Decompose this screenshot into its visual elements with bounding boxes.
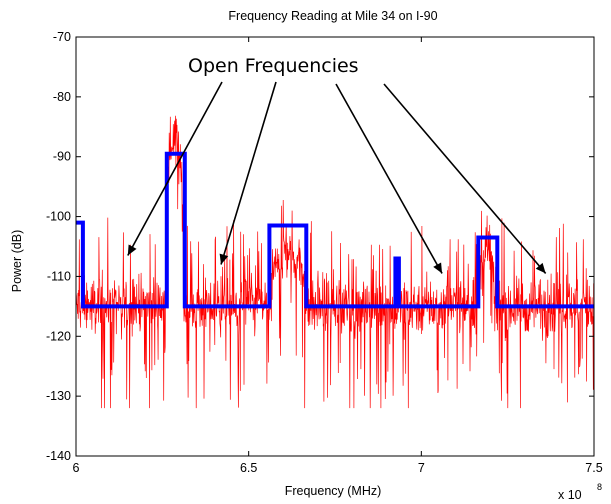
x-axis-exponent-base: x 10 bbox=[558, 488, 582, 502]
plot-area bbox=[75, 115, 595, 409]
y-tick-label: -110 bbox=[47, 269, 71, 283]
y-tick-label: -100 bbox=[46, 210, 71, 224]
x-axis-exponent-power: 8 bbox=[597, 482, 602, 492]
axes-frame bbox=[75, 36, 595, 457]
annotation-arrowhead bbox=[433, 262, 443, 274]
axis-ticks: -140 -130 -120 -110 -100 -90 -80 -70 6 6.5 7 7.5 bbox=[46, 30, 603, 475]
threshold-line-blue bbox=[76, 151, 594, 309]
annotation-arrow-line bbox=[335, 83, 443, 274]
chart-title: Frequency Reading at Mile 34 on I-90 bbox=[228, 9, 437, 23]
annotations: Open Frequencies bbox=[127, 55, 547, 274]
y-tick-label: -130 bbox=[46, 389, 71, 403]
y-axis-label: Power (dB) bbox=[10, 230, 24, 293]
y-tick-label: -90 bbox=[53, 150, 71, 164]
annotation-arrow-line bbox=[127, 81, 223, 256]
annotation-open-frequencies: Open Frequencies bbox=[188, 55, 359, 77]
y-tick-label: -120 bbox=[46, 329, 71, 343]
annotation-arrow-line bbox=[383, 83, 547, 274]
annotation-arrowhead bbox=[219, 253, 229, 265]
x-tick-label: 6.5 bbox=[240, 461, 257, 475]
annotation-arrowhead bbox=[535, 262, 546, 274]
x-tick-label: 7 bbox=[418, 461, 425, 475]
y-tick-label: -140 bbox=[46, 449, 71, 463]
x-tick-label: 7.5 bbox=[585, 461, 602, 475]
y-tick-label: -80 bbox=[53, 90, 71, 104]
y-tick-label: -70 bbox=[53, 30, 71, 44]
annotation-arrow-line bbox=[220, 81, 277, 265]
x-tick-label: 6 bbox=[73, 461, 80, 475]
x-axis-label: Frequency (MHz) bbox=[285, 484, 382, 498]
annotation-arrowhead bbox=[127, 244, 137, 256]
